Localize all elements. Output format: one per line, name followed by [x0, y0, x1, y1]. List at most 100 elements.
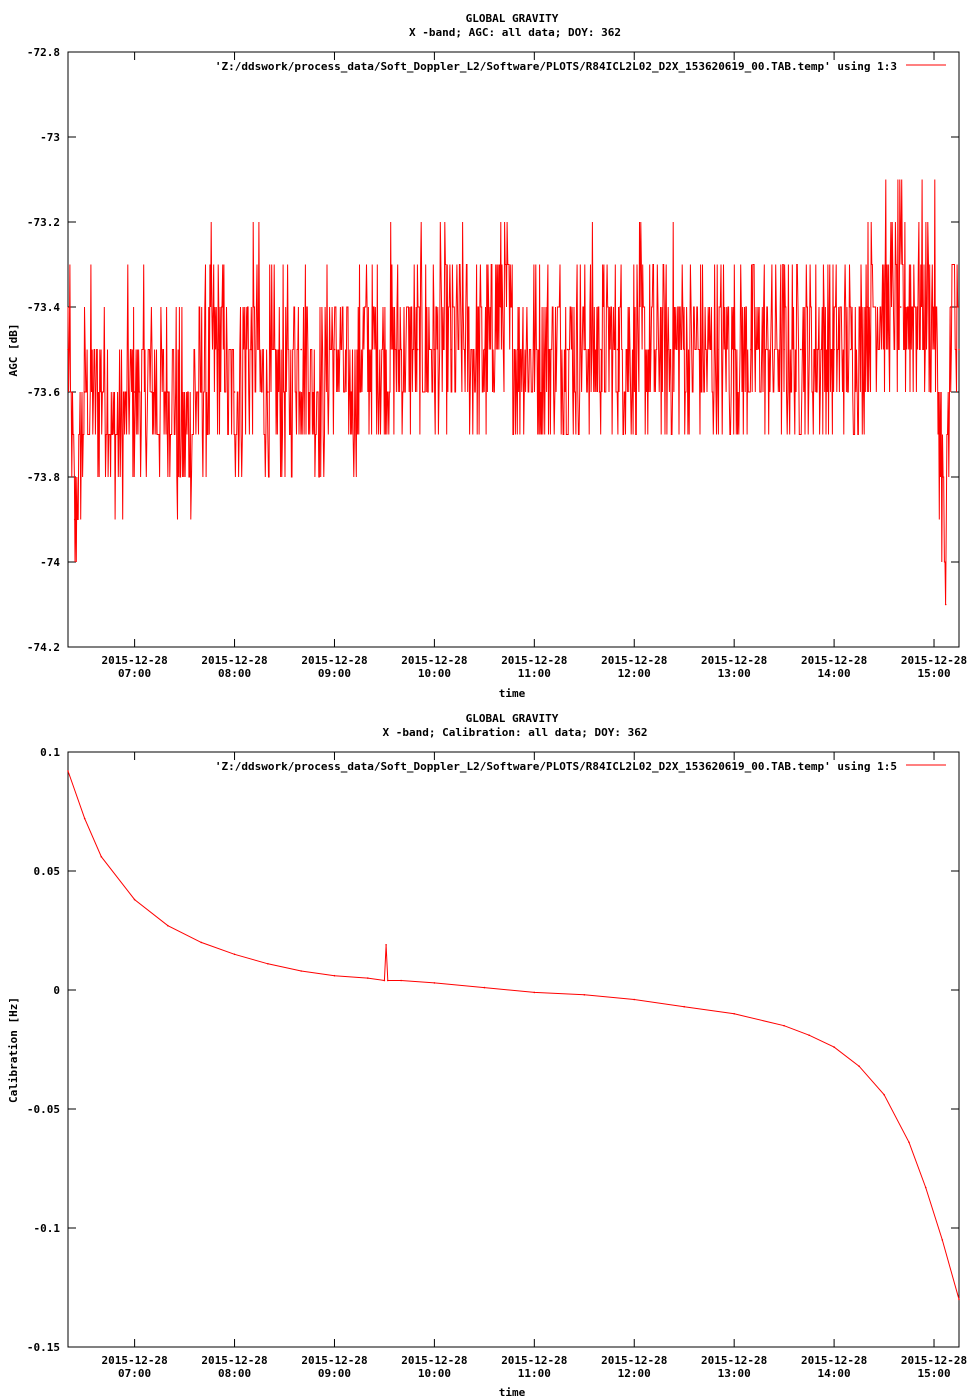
calibration-plot-area: [67, 751, 960, 1348]
agc-x-tick-time: 12:00: [618, 667, 651, 680]
calibration-x-tick-date: 2015-12-28: [801, 1354, 867, 1367]
calibration-x-tick-time: 11:00: [518, 1367, 551, 1380]
agc-data-point: [861, 348, 864, 351]
agc-data-point: [466, 348, 469, 351]
agc-chart-subtitle: X -band; AGC: all data; DOY: 362: [409, 26, 621, 39]
agc-data-point: [533, 348, 536, 351]
calibration-data-point: [924, 1186, 927, 1189]
agc-y-tick-label: -73.6: [27, 386, 60, 399]
calibration-data-point: [167, 924, 169, 927]
calibration-x-tick-date: 2015-12-28: [201, 1354, 267, 1367]
calibration-y-tick-label: -0.1: [34, 1222, 61, 1235]
calibration-data-point: [233, 953, 236, 956]
calibration-series-line: [67, 770, 960, 1300]
calibration-data-point: [533, 991, 536, 994]
calibration-data-point: [133, 898, 136, 901]
agc-x-tick-date: 2015-12-28: [101, 654, 167, 667]
agc-data-point: [883, 306, 885, 308]
agc-data-point: [516, 348, 519, 351]
agc-data-point: [133, 391, 136, 393]
agc-chart-panel: GLOBAL GRAVITY X -band; AGC: all data; D…: [7, 12, 967, 700]
agc-data-point: [816, 348, 819, 351]
agc-data-point: [267, 391, 269, 393]
agc-data-point: [716, 348, 719, 351]
agc-y-tick-label: -73.8: [27, 471, 60, 484]
agc-data-point: [949, 306, 952, 308]
agc-data-point: [233, 391, 236, 393]
calibration-data-point: [200, 941, 202, 944]
agc-data-point: [833, 348, 835, 351]
agc-data-point: [200, 391, 202, 393]
calibration-data-point: [383, 979, 386, 982]
agc-x-tick-time: 13:00: [718, 667, 751, 680]
calibration-data-point: [385, 944, 387, 946]
agc-data-point: [416, 348, 419, 351]
calibration-x-axis-label: time: [499, 1386, 526, 1399]
calibration-x-tick-time: 14:00: [818, 1367, 851, 1380]
calibration-data-point: [883, 1093, 885, 1096]
calibration-y-tick-label: -0.05: [27, 1103, 60, 1116]
calibration-chart-subtitle: X -band; Calibration: all data; DOY: 362: [383, 726, 648, 739]
calibration-data-point: [387, 979, 389, 982]
agc-y-tick-label: -72.8: [27, 46, 60, 59]
calibration-x-tick-date: 2015-12-28: [501, 1354, 567, 1367]
calibration-data-point: [958, 1298, 960, 1301]
agc-x-tick-date: 2015-12-28: [701, 654, 767, 667]
calibration-x-tick-date: 2015-12-28: [601, 1354, 667, 1367]
agc-data-point: [750, 348, 752, 351]
agc-x-tick-time: 07:00: [118, 667, 151, 680]
agc-data-point: [217, 348, 219, 351]
calibration-x-tick-time: 10:00: [418, 1367, 451, 1380]
agc-data-point: [73, 518, 76, 521]
agc-data-point: [283, 391, 286, 393]
agc-data-point: [566, 348, 569, 351]
agc-data-point: [350, 391, 352, 393]
agc-x-tick-date: 2015-12-28: [601, 654, 667, 667]
agc-data-point: [83, 391, 86, 393]
agc-x-tick-date: 2015-12-28: [201, 654, 267, 667]
agc-data-point: [117, 433, 119, 436]
agc-data-point: [333, 348, 336, 351]
agc-data-point: [958, 348, 960, 351]
agc-data-point: [450, 348, 452, 351]
agc-data-point: [633, 348, 635, 351]
agc-data-point: [483, 348, 486, 351]
agc-data-point: [944, 603, 947, 606]
calibration-data-point: [683, 1005, 685, 1008]
calibration-y-tick-label: 0: [53, 984, 60, 997]
agc-data-point: [383, 348, 386, 351]
agc-x-tick-time: 11:00: [518, 667, 551, 680]
agc-data-point: [600, 348, 602, 351]
agc-y-tick-label: -74.2: [27, 641, 60, 654]
calibration-x-tick-date: 2015-12-28: [101, 1354, 167, 1367]
calibration-data-point: [941, 1239, 944, 1241]
agc-x-axis-label: time: [499, 687, 526, 700]
agc-x-tick-date: 2015-12-28: [401, 654, 467, 667]
agc-x-tick-time: 10:00: [418, 667, 451, 680]
agc-legend-label: 'Z:/ddswork/process_data/Soft_Doppler_L2…: [215, 60, 897, 73]
calibration-data-point: [83, 817, 86, 820]
agc-data-point: [250, 348, 252, 351]
calibration-y-axis-label: Calibration [Hz]: [7, 997, 20, 1103]
calibration-data-point: [300, 970, 303, 972]
agc-data-point: [616, 348, 619, 351]
agc-data-point: [183, 433, 186, 436]
agc-data-point: [666, 348, 669, 351]
agc-y-axis-label: AGC [dB]: [7, 324, 20, 377]
agc-data-point: [700, 348, 702, 351]
calibration-x-tick-time: 09:00: [318, 1367, 351, 1380]
calibration-data-point: [733, 1013, 735, 1015]
calibration-data-point: [100, 855, 103, 858]
agc-data-point: [433, 348, 436, 351]
agc-x-tick-time: 09:00: [318, 667, 351, 680]
agc-x-tick-date: 2015-12-28: [801, 654, 867, 667]
calibration-data-point: [908, 1141, 910, 1144]
agc-y-tick-label: -73: [40, 131, 60, 144]
calibration-data-point: [483, 986, 486, 989]
calibration-data-point: [267, 963, 269, 965]
agc-data-point: [899, 306, 902, 308]
calibration-chart-title: GLOBAL GRAVITY: [466, 712, 559, 725]
calibration-y-tick-label: 0.05: [34, 865, 61, 878]
agc-data-point: [849, 348, 852, 351]
agc-y-tick-label: -73.2: [27, 216, 60, 229]
